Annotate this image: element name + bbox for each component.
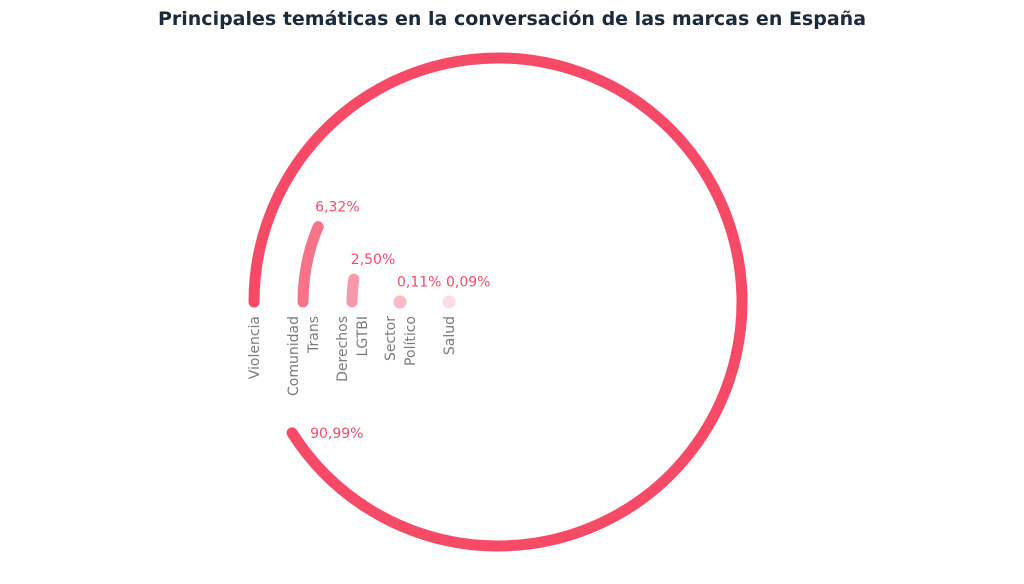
- bar-violencia: [248, 52, 748, 552]
- value-label-salud: 0,09%: [446, 275, 490, 291]
- category-label-violencia: Violencia: [247, 316, 263, 379]
- bar-sector-politico: [393, 295, 407, 309]
- bar-comunidad-trans: [297, 221, 324, 308]
- category-label-sector-politico: Sector Político: [383, 316, 419, 366]
- bar-derechos-lgtbi: [346, 273, 360, 308]
- value-label-derechos-lgtbi: 2,50%: [351, 252, 395, 268]
- chart-title: Principales temáticas en la conversación…: [157, 8, 867, 30]
- category-label-derechos-lgtbi: Derechos LGTBI: [335, 316, 371, 382]
- bar-salud: [442, 295, 456, 309]
- value-label-comunidad-trans: 6,32%: [315, 200, 359, 216]
- category-label-comunidad-trans: Comunidad Trans: [286, 316, 322, 396]
- value-label-sector-politico: 0,11%: [397, 274, 441, 290]
- value-label-violencia: 90,99%: [310, 426, 363, 442]
- category-label-salud: Salud: [442, 316, 458, 355]
